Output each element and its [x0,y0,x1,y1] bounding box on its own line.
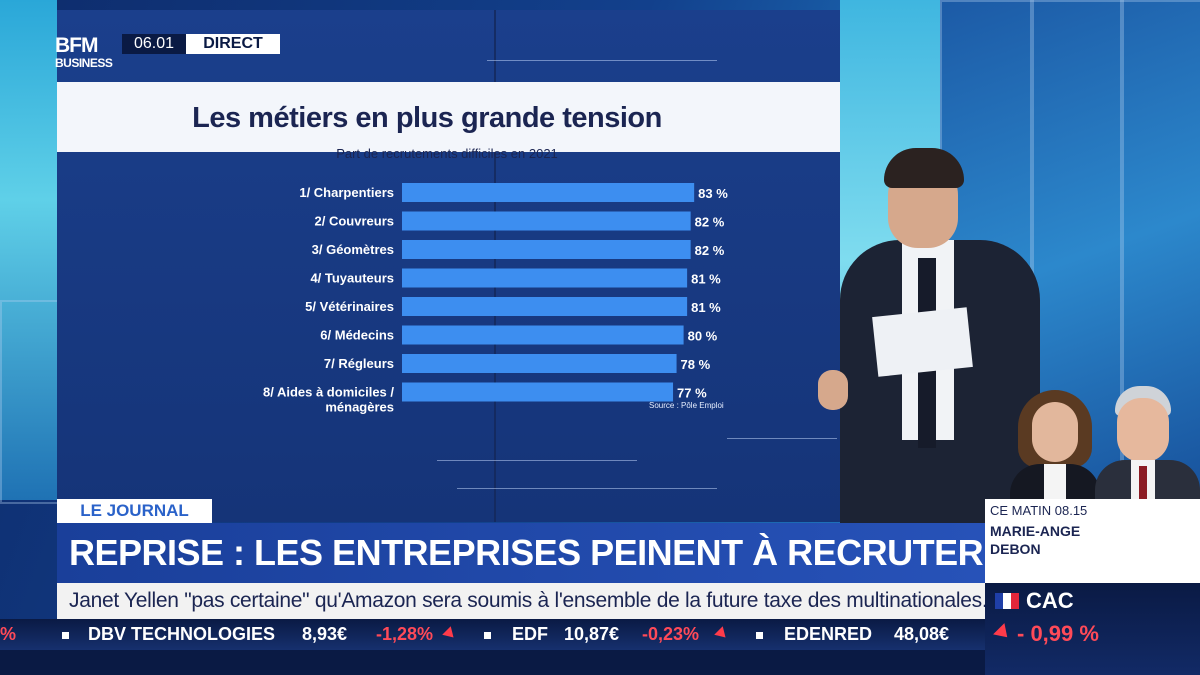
screen-seam [494,10,496,522]
studio-window [0,0,57,500]
logo-bfm-text: BFM [55,34,98,57]
chart-screen: Les métiers en plus grande tension Part … [57,10,840,522]
value-label: 80 % [688,329,718,344]
ticker-item: -1,28% [376,624,434,644]
ticker-item: -0,23% [642,624,700,644]
down-arrow-icon [442,626,458,642]
category-label: 3/ Géomètres [312,242,394,257]
index-change: - 0,99 % [1017,621,1099,646]
ticker-item: 10,87€ [564,624,620,644]
channel-logo: BFM BUSINESS [55,34,119,74]
category-label: 8/ Aides à domiciles / [263,385,394,400]
chart-title-band [57,82,840,152]
category-label: 7/ Régleurs [324,356,394,371]
category-label: ménagères [325,400,394,415]
presenter-papers [872,307,973,377]
category-label: 4/ Tuyauteurs [310,271,394,286]
clock: 06.01 [122,34,186,54]
show-time: CE MATIN 08.15 [990,503,1088,518]
ticker-separator-icon [62,632,69,639]
screen-line [487,60,717,61]
screen-line [457,488,717,489]
guest-last-name: DEBON [990,541,1041,557]
france-flag-icon [995,593,1019,609]
bar [402,382,674,402]
bar [402,297,688,316]
bottom-strip [0,650,985,675]
presenter-hair [884,148,964,188]
bar-chart: 1/ Charpentiers 83 % 2/ Couvreurs 82 % 3/ Gé… [263,183,728,415]
index-name: CAC [1026,588,1074,613]
ticker-separator-icon [484,632,491,639]
value-label: 83 % [698,186,728,201]
news-ticker-bar: Janet Yellen "pas certaine" qu'Amazon se… [57,583,988,619]
bar [402,183,695,202]
upcoming-guest-box: CE MATIN 08.15 MARIE-ANGE DEBON [985,499,1200,583]
screen-line [437,460,637,461]
ticker-item: 48,08€ [894,624,950,644]
headline: REPRISE : LES ENTREPRISES PEINENT À RECR… [69,532,984,573]
category-label: 5/ Vétérinaires [305,299,394,314]
category-label: 6/ Médecins [320,328,394,343]
chart-title: Les métiers en plus grande tension [192,102,662,134]
value-label: 77 % [677,386,707,401]
chart-subtitle: Part de recrutements difficiles en 2021 [336,146,558,161]
market-index-box: CAC - 0,99 % [985,583,1200,675]
ticker-item: 8,93€ [302,624,348,644]
ticker-separator-icon [756,632,763,639]
section-label: LE JOURNAL [57,499,212,523]
bar [402,354,677,373]
chart-source: Source : Pôle Emploi [649,401,724,410]
window-frame [0,300,61,504]
guest-first-name: MARIE-ANGE [990,523,1081,539]
value-label: 81 % [691,300,721,315]
news-ticker-text: Janet Yellen "pas certaine" qu'Amazon se… [69,589,988,612]
value-label: 81 % [691,272,721,287]
bar [402,240,691,259]
guest-photo-man [1095,380,1200,500]
guest-photo-woman [1010,380,1100,500]
value-label: 78 % [681,357,711,372]
category-label: 2/ Couvreurs [315,214,394,229]
live-badge: DIRECT [186,34,280,54]
presenter-hand [818,370,848,410]
value-label: 82 % [695,243,725,258]
down-arrow-icon [714,626,730,642]
bar [402,325,684,345]
headline-bar: REPRISE : LES ENTREPRISES PEINENT À RECR… [57,523,985,583]
bar [402,211,691,231]
ticker-item: EDF [512,624,548,644]
ticker-item: DBV TECHNOLOGIES [88,624,276,644]
ticker-item: EDENRED [784,624,873,644]
down-arrow-icon [993,623,1013,643]
bar [402,268,688,288]
ticker-item: % [0,624,17,644]
screen-line [727,438,837,439]
category-label: 1/ Charpentiers [299,185,394,200]
value-label: 82 % [695,215,725,230]
stock-ticker: % DBV TECHNOLOGIES 8,93€ -1,28% EDF 10,8… [0,619,985,650]
logo-business-text: BUSINESS [55,56,113,70]
